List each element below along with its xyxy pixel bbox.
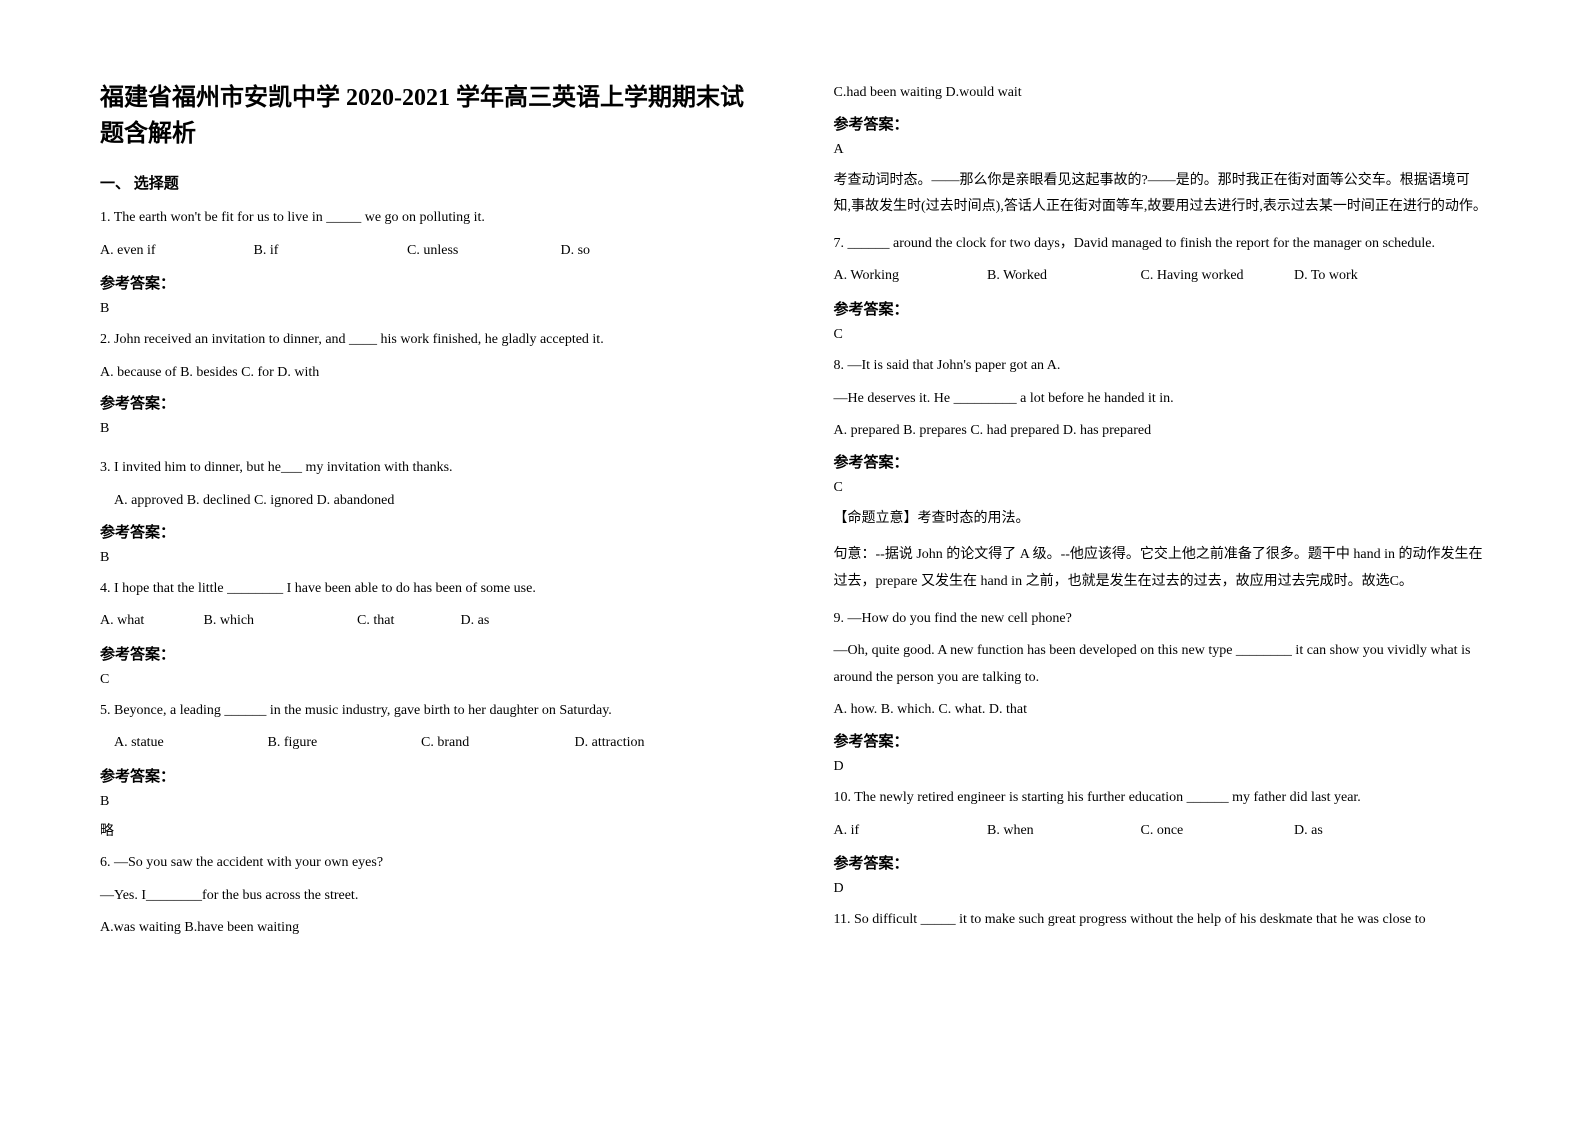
section-heading: 一、 选择题	[100, 172, 754, 193]
q2-text: 2. John received an invitation to dinner…	[100, 327, 754, 354]
q7-opt-d: D. To work	[1294, 263, 1358, 290]
q8-answer: C	[834, 480, 1488, 496]
q8-line1: 8. —It is said that John's paper got an …	[834, 353, 1488, 380]
q10-opt-d: D. as	[1294, 818, 1323, 845]
q3-answer: B	[100, 550, 754, 566]
q10-options: A. if B. when C. once D. as	[834, 818, 1488, 845]
q1-opt-c: C. unless	[407, 238, 557, 265]
q3-text: 3. I invited him to dinner, but he___ my…	[100, 455, 754, 482]
q5-answer: B	[100, 794, 754, 810]
q6-line2: —Yes. I________for the bus across the st…	[100, 883, 754, 910]
q1-opt-b: B. if	[254, 238, 404, 265]
q2-answer: B	[100, 421, 754, 437]
q7-text: 7. ______ around the clock for two days，…	[834, 231, 1488, 258]
q7-answer: C	[834, 327, 1488, 343]
q6-line3: A.was waiting B.have been waiting	[100, 915, 754, 942]
answer-label: 参考答案：	[834, 852, 1488, 873]
q8-explanation-2: 句意：--据说 John 的论文得了 A 级。--他应该得。它交上他之前准备了很…	[834, 542, 1488, 595]
q7-opt-b: B. Worked	[987, 263, 1137, 290]
q1-text: 1. The earth won't be fit for us to live…	[100, 205, 754, 232]
q8-options: A. prepared B. prepares C. had prepared …	[834, 418, 1488, 445]
q5-options: A. statue B. figure C. brand D. attracti…	[100, 730, 754, 757]
q9-options: A. how. B. which. C. what. D. that	[834, 697, 1488, 724]
right-column: C.had been waiting D.would wait 参考答案： A …	[834, 80, 1488, 1082]
q7-opt-a: A. Working	[834, 263, 984, 290]
answer-label: 参考答案：	[834, 730, 1488, 751]
q3-options: A. approved B. declined C. ignored D. ab…	[100, 488, 754, 515]
document-title: 福建省福州市安凯中学 2020-2021 学年高三英语上学期期末试题含解析	[100, 80, 754, 152]
q8-explanation-1: 【命题立意】考查时态的用法。	[834, 506, 1488, 533]
q1-opt-d: D. so	[561, 238, 591, 265]
answer-label: 参考答案：	[100, 643, 754, 664]
q8-line2: —He deserves it. He _________ a lot befo…	[834, 386, 1488, 413]
answer-label: 参考答案：	[100, 272, 754, 293]
q2-options: A. because of B. besides C. for D. with	[100, 360, 754, 387]
answer-label: 参考答案：	[100, 765, 754, 786]
left-column: 福建省福州市安凯中学 2020-2021 学年高三英语上学期期末试题含解析 一、…	[100, 80, 754, 1082]
q10-text: 10. The newly retired engineer is starti…	[834, 785, 1488, 812]
q4-opt-c: C. that	[357, 608, 457, 635]
q6-line4: C.had been waiting D.would wait	[834, 80, 1488, 107]
q7-options: A. Working B. Worked C. Having worked D.…	[834, 263, 1488, 290]
q5-omit: 略	[100, 820, 754, 840]
q5-opt-c: C. brand	[421, 730, 571, 757]
q10-opt-c: C. once	[1141, 818, 1291, 845]
q4-text: 4. I hope that the little ________ I hav…	[100, 576, 754, 603]
answer-label: 参考答案：	[100, 392, 754, 413]
q11-text: 11. So difficult _____ it to make such g…	[834, 907, 1488, 934]
q6-explanation: 考查动词时态。——那么你是亲眼看见这起事故的?——是的。那时我正在街对面等公交车…	[834, 168, 1488, 221]
q4-opt-a: A. what	[100, 608, 200, 635]
q4-opt-b: B. which	[204, 608, 354, 635]
q10-opt-b: B. when	[987, 818, 1137, 845]
q10-answer: D	[834, 881, 1488, 897]
q4-answer: C	[100, 672, 754, 688]
q4-options: A. what B. which C. that D. as	[100, 608, 754, 635]
q1-options: A. even if B. if C. unless D. so	[100, 238, 754, 265]
answer-label: 参考答案：	[834, 113, 1488, 134]
q6-answer: A	[834, 142, 1488, 158]
q4-opt-d: D. as	[461, 608, 490, 635]
q5-opt-a: A. statue	[114, 730, 264, 757]
answer-label: 参考答案：	[834, 451, 1488, 472]
q5-opt-b: B. figure	[268, 730, 418, 757]
q9-line1: 9. —How do you find the new cell phone?	[834, 606, 1488, 633]
answer-label: 参考答案：	[834, 298, 1488, 319]
q9-line2: —Oh, quite good. A new function has been…	[834, 638, 1488, 691]
q5-opt-d: D. attraction	[575, 730, 645, 757]
q9-answer: D	[834, 759, 1488, 775]
q7-opt-c: C. Having worked	[1141, 263, 1291, 290]
q6-line1: 6. —So you saw the accident with your ow…	[100, 850, 754, 877]
answer-label: 参考答案：	[100, 521, 754, 542]
q10-opt-a: A. if	[834, 818, 984, 845]
q1-opt-a: A. even if	[100, 238, 250, 265]
q5-text: 5. Beyonce, a leading ______ in the musi…	[100, 698, 754, 725]
q1-answer: B	[100, 301, 754, 317]
